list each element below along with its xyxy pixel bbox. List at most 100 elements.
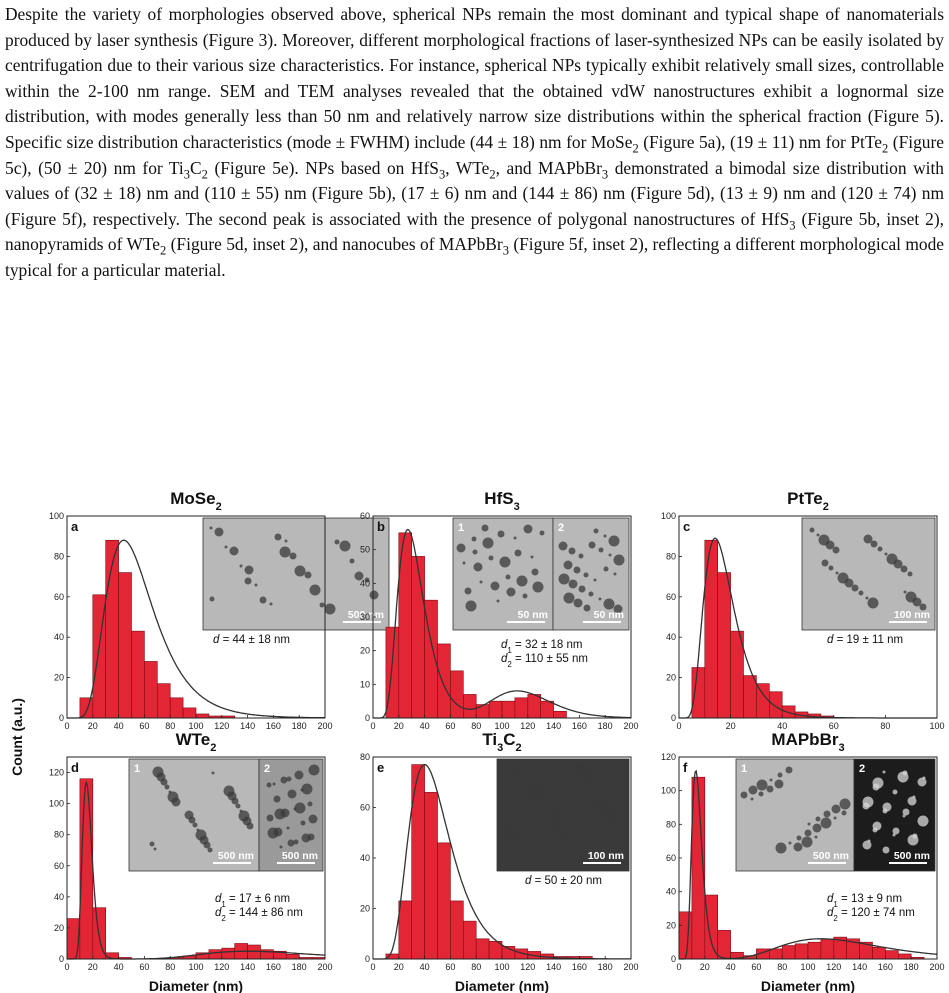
particle — [239, 564, 243, 568]
particle — [558, 573, 570, 585]
y-tick-label: 10 — [360, 679, 370, 689]
particle — [900, 565, 908, 573]
scale-bar-label: 50 nm — [594, 609, 624, 621]
scale-bar-label: 500 nm — [813, 850, 849, 862]
particle — [167, 791, 179, 803]
particle — [892, 833, 896, 837]
x-tick-label: 120 — [214, 962, 229, 972]
histogram-bar — [540, 700, 554, 719]
particle — [774, 779, 784, 789]
particle — [207, 847, 213, 853]
particle — [229, 546, 239, 556]
y-tick-label: 40 — [54, 892, 64, 902]
particle — [818, 534, 830, 546]
particle — [503, 825, 507, 829]
subscript: 2 — [201, 167, 208, 182]
particle — [812, 823, 822, 833]
y-tick-label: 40 — [666, 887, 676, 897]
particle — [304, 571, 312, 579]
size-stat: d = 50 ± 20 nm — [525, 875, 602, 887]
x-tick-label: 180 — [904, 962, 919, 972]
particle — [287, 839, 295, 847]
histogram-bar — [717, 930, 731, 960]
particle — [563, 560, 573, 570]
x-tick-label: 20 — [88, 962, 98, 972]
particle — [369, 590, 379, 600]
particle — [833, 816, 837, 820]
histogram-bar — [144, 661, 158, 719]
x-tick-label: 160 — [572, 962, 587, 972]
x-tick-label: 120 — [520, 721, 535, 731]
panel-letter: a — [71, 519, 79, 534]
y-tick-label: 0 — [365, 954, 370, 964]
particle — [583, 604, 591, 612]
particle — [272, 782, 276, 786]
histogram-bar — [285, 954, 300, 960]
histogram-bar — [182, 707, 197, 719]
particle — [814, 835, 818, 839]
particle — [522, 593, 528, 599]
particle — [530, 555, 534, 559]
particle — [238, 810, 250, 822]
particle — [572, 844, 576, 848]
y-tick-label: 20 — [666, 673, 676, 683]
x-tick-label: 40 — [114, 721, 124, 731]
particle — [583, 572, 589, 578]
size-stat: d2 = 120 ± 74 nm — [827, 907, 915, 923]
particle — [548, 820, 560, 832]
x-tick-label: 100 — [929, 721, 944, 731]
particle — [279, 546, 291, 558]
x-tick-label: 180 — [292, 721, 307, 731]
particle — [526, 782, 538, 794]
particle — [506, 587, 516, 597]
particle — [471, 536, 477, 542]
particle — [339, 540, 351, 552]
particle — [307, 801, 313, 807]
particle — [837, 572, 849, 584]
particle — [839, 798, 851, 810]
y-tick-label: 40 — [666, 632, 676, 642]
particle — [588, 541, 596, 549]
particle — [211, 771, 215, 775]
y-tick-label: 60 — [54, 861, 64, 871]
particle — [519, 775, 525, 781]
particle — [488, 555, 494, 561]
particle — [456, 543, 466, 553]
histogram-bar — [208, 949, 223, 960]
particle — [903, 590, 907, 594]
particle — [307, 833, 315, 841]
particle — [239, 809, 243, 813]
x-tick-label: 20 — [700, 962, 710, 972]
y-tick-label: 20 — [54, 923, 64, 933]
histogram-bar — [437, 842, 451, 960]
lognormal-fit-curve — [373, 528, 631, 719]
histogram-bar — [475, 704, 490, 719]
particle — [917, 777, 927, 787]
particle — [603, 566, 609, 572]
subscript: 3 — [438, 167, 446, 182]
particle — [214, 527, 224, 537]
particle — [748, 785, 758, 795]
particle — [593, 528, 599, 534]
x-tick-label: 140 — [546, 721, 561, 731]
particle — [324, 603, 336, 615]
particle — [593, 578, 597, 582]
y-tick-label: 40 — [360, 578, 370, 588]
x-tick-label: 60 — [139, 962, 149, 972]
particle — [872, 783, 880, 791]
y-tick-label: 100 — [661, 511, 676, 521]
micrograph-inset — [735, 758, 855, 872]
size-stat: d2 = 144 ± 86 nm — [215, 907, 303, 923]
particle — [482, 537, 494, 549]
subscript: 2 — [489, 167, 496, 182]
y-tick-label: 20 — [666, 920, 676, 930]
particle — [870, 540, 878, 548]
histogram-bar — [768, 948, 783, 960]
subscript: 3 — [183, 167, 191, 182]
histogram-bar — [169, 697, 184, 719]
particle — [841, 810, 847, 816]
y-tick-label: 30 — [360, 612, 370, 622]
scale-bar-label: 500 nm — [894, 850, 930, 862]
y-tick-label: 80 — [360, 752, 370, 762]
